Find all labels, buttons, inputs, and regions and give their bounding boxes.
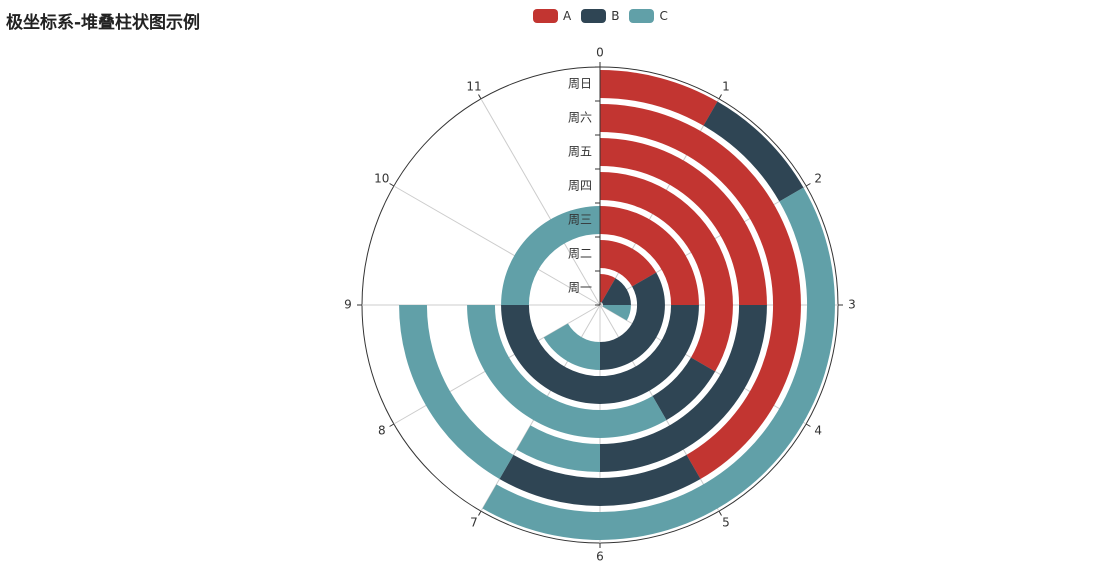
bar-segment-c	[467, 305, 667, 438]
radius-tick-label: 周二	[568, 247, 592, 261]
angle-tick	[805, 423, 811, 427]
chart-title: 极坐标系-堆叠柱状图示例	[6, 13, 201, 33]
angle-tick-label: 3	[848, 298, 856, 312]
angle-tick	[718, 510, 722, 516]
angle-tick-label: 6	[596, 550, 604, 564]
bar-segment-c	[501, 206, 600, 305]
bar-segment-b	[499, 454, 701, 506]
angle-tick-label: 10	[374, 172, 389, 186]
legend-item-a[interactable]: A	[533, 9, 571, 23]
bar-segment-b	[600, 305, 767, 472]
legend-label-c: C	[659, 9, 668, 23]
bar-segment-a	[600, 104, 801, 480]
bar-segment-c	[516, 425, 600, 472]
angle-tick	[805, 183, 811, 187]
radius-tick-label: 周六	[568, 111, 592, 125]
angle-tick	[389, 183, 395, 187]
angle-tick	[478, 94, 482, 100]
bar-segment-a	[600, 172, 733, 372]
bar-segment-b	[501, 305, 699, 404]
legend-swatch-c	[629, 9, 655, 23]
bar-segment-c	[399, 305, 514, 480]
bar-segment-b	[601, 278, 631, 305]
bar-segment-c	[482, 187, 835, 540]
bar-segment-a	[600, 70, 718, 126]
angle-split-line	[393, 185, 601, 306]
angle-tick-label: 0	[596, 46, 604, 60]
angle-tick-label: 7	[470, 516, 478, 530]
radius-tick-label: 周五	[568, 145, 592, 159]
angle-tick-label: 5	[722, 516, 730, 530]
legend-item-c[interactable]: C	[629, 9, 668, 23]
legend-item-b[interactable]: B	[581, 9, 619, 23]
angle-tick-label: 8	[378, 424, 386, 438]
bar-segment-b	[652, 357, 716, 421]
bar-segment-c	[543, 323, 600, 370]
angle-split-line	[480, 98, 601, 306]
radius-tick-label: 周一	[568, 281, 592, 295]
angle-tick	[478, 510, 482, 516]
legend-swatch-b	[581, 9, 607, 23]
angle-tick-label: 11	[466, 79, 481, 93]
angle-tick-label: 4	[814, 424, 822, 438]
legend-swatch-a	[533, 9, 558, 23]
bar-segment-c	[602, 305, 631, 321]
angle-tick-label: 2	[814, 172, 822, 186]
bar-segment-b	[600, 272, 665, 370]
angle-tick	[718, 94, 722, 100]
angle-tick-label: 1	[722, 79, 730, 93]
bar-segment-b	[703, 101, 804, 202]
bar-segment-a	[600, 206, 699, 305]
legend-label-a: A	[563, 9, 572, 23]
bar-segment-a	[600, 138, 767, 305]
radius-tick-label: 周四	[568, 179, 592, 193]
bar-segment-a	[600, 240, 657, 287]
radius-tick-label: 周三	[568, 213, 592, 227]
radius-tick-label: 周日	[568, 77, 592, 91]
legend: A B C	[533, 9, 678, 23]
legend-label-b: B	[611, 9, 620, 23]
angle-tick	[389, 423, 395, 427]
bar-segment-a	[600, 274, 616, 303]
angle-tick-label: 9	[344, 298, 352, 312]
